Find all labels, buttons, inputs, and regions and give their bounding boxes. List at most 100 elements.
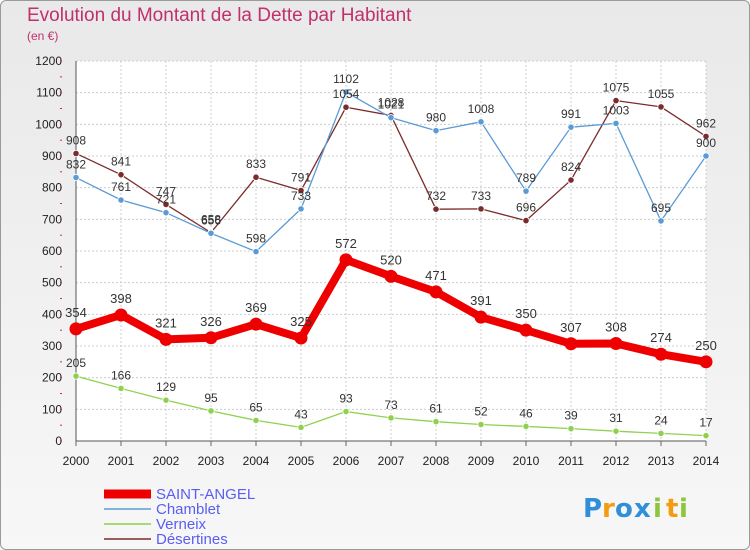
data-label: 832 <box>66 158 86 172</box>
data-point <box>432 127 440 135</box>
x-tick-label: 2001 <box>108 454 135 468</box>
data-point <box>657 103 665 111</box>
data-point <box>72 173 80 182</box>
data-label: 733 <box>291 189 311 203</box>
legend-label: Chamblet <box>156 501 221 518</box>
data-label: 824 <box>561 160 581 174</box>
data-label: 732 <box>426 189 446 203</box>
x-tick-label: 2008 <box>423 454 450 468</box>
data-label: 391 <box>470 293 492 308</box>
data-label: 1055 <box>648 87 675 101</box>
x-tick-label: 2010 <box>513 454 540 468</box>
logo-letter: i <box>679 494 688 524</box>
data-point <box>249 317 263 331</box>
series <box>69 88 713 440</box>
data-label: 733 <box>471 189 491 203</box>
data-label: 789 <box>516 171 536 185</box>
data-label: 1028 <box>378 95 405 109</box>
data-point <box>72 149 80 158</box>
data-point <box>252 248 260 256</box>
data-point <box>387 114 395 122</box>
data-point <box>429 285 443 299</box>
data-label: 1054 <box>333 87 360 101</box>
data-label: 325 <box>290 314 312 329</box>
data-label: 93 <box>339 392 353 406</box>
logo-letter: P <box>583 494 602 524</box>
y-tick-label: 0 <box>55 434 62 448</box>
logo-letter: r <box>602 494 615 524</box>
data-point <box>612 119 620 127</box>
data-point <box>657 217 665 225</box>
y-tick-label: 800 <box>42 181 62 195</box>
data-point <box>117 384 125 393</box>
data-point <box>159 332 173 346</box>
x-tick-label: 2004 <box>243 454 270 468</box>
data-point <box>432 418 440 426</box>
chart-title: Evolution du Montant de la Dette par Hab… <box>27 5 412 26</box>
x-tick-label: 2011 <box>558 454 584 468</box>
data-label: 43 <box>294 407 308 421</box>
data-labels: 908 841 747 658 833 791 1054 1028 732 733 696 824 10… <box>65 72 717 430</box>
data-point <box>519 323 533 337</box>
data-label: 73 <box>384 398 398 412</box>
data-point <box>162 396 170 404</box>
data-label: 695 <box>651 201 671 215</box>
data-point <box>204 331 218 345</box>
data-label: 833 <box>246 157 266 171</box>
y-tick-label: 1200 <box>35 54 62 68</box>
y-tick-label: 500 <box>42 276 62 290</box>
data-label: 354 <box>65 305 87 320</box>
data-point <box>432 205 440 213</box>
data-label: 721 <box>156 193 176 207</box>
data-label: 520 <box>380 252 402 267</box>
y-tick-label: 100 <box>42 402 62 416</box>
data-label: 598 <box>246 232 266 246</box>
data-label: 95 <box>204 391 218 405</box>
x-tick-label: 2003 <box>198 454 225 468</box>
chart-subtitle: (en €) <box>27 29 59 43</box>
data-label: 980 <box>426 111 446 125</box>
data-label: 24 <box>654 413 668 427</box>
data-label: 841 <box>111 155 131 169</box>
data-point <box>657 429 665 437</box>
data-label: 1102 <box>333 72 359 86</box>
data-point <box>207 407 215 415</box>
data-label: 1003 <box>603 103 630 117</box>
x-tick-label: 2013 <box>648 454 675 468</box>
data-point <box>654 347 668 361</box>
data-label: 61 <box>429 402 443 416</box>
data-label: 962 <box>696 116 716 130</box>
data-label: 900 <box>696 136 716 150</box>
data-label: 471 <box>425 268 447 283</box>
data-point <box>477 205 485 213</box>
data-point <box>339 253 353 267</box>
data-point <box>342 103 350 111</box>
data-point <box>477 118 485 126</box>
x-tick-label: 2005 <box>288 454 315 468</box>
data-point <box>474 310 488 324</box>
data-point <box>612 96 620 105</box>
data-point <box>252 173 260 181</box>
logo-letter: x <box>634 494 651 524</box>
data-point <box>297 186 305 195</box>
x-tick-label: 2014 <box>693 454 720 468</box>
data-point <box>297 423 305 431</box>
data-point <box>522 217 530 225</box>
data-label: 658 <box>201 213 221 227</box>
data-label: 274 <box>650 330 672 345</box>
x-tick-label: 2006 <box>333 454 360 468</box>
data-label: 326 <box>200 314 222 329</box>
data-label: 1008 <box>468 102 495 116</box>
logo-letter: t <box>666 494 678 524</box>
data-label: 369 <box>245 300 267 315</box>
data-point <box>522 187 530 195</box>
data-label: 250 <box>695 338 717 353</box>
data-label: 52 <box>474 405 488 419</box>
data-point <box>699 355 713 369</box>
data-label: 166 <box>111 368 131 382</box>
data-label: 31 <box>609 411 623 425</box>
data-point <box>567 176 575 184</box>
y-tick-label: 900 <box>42 149 62 163</box>
